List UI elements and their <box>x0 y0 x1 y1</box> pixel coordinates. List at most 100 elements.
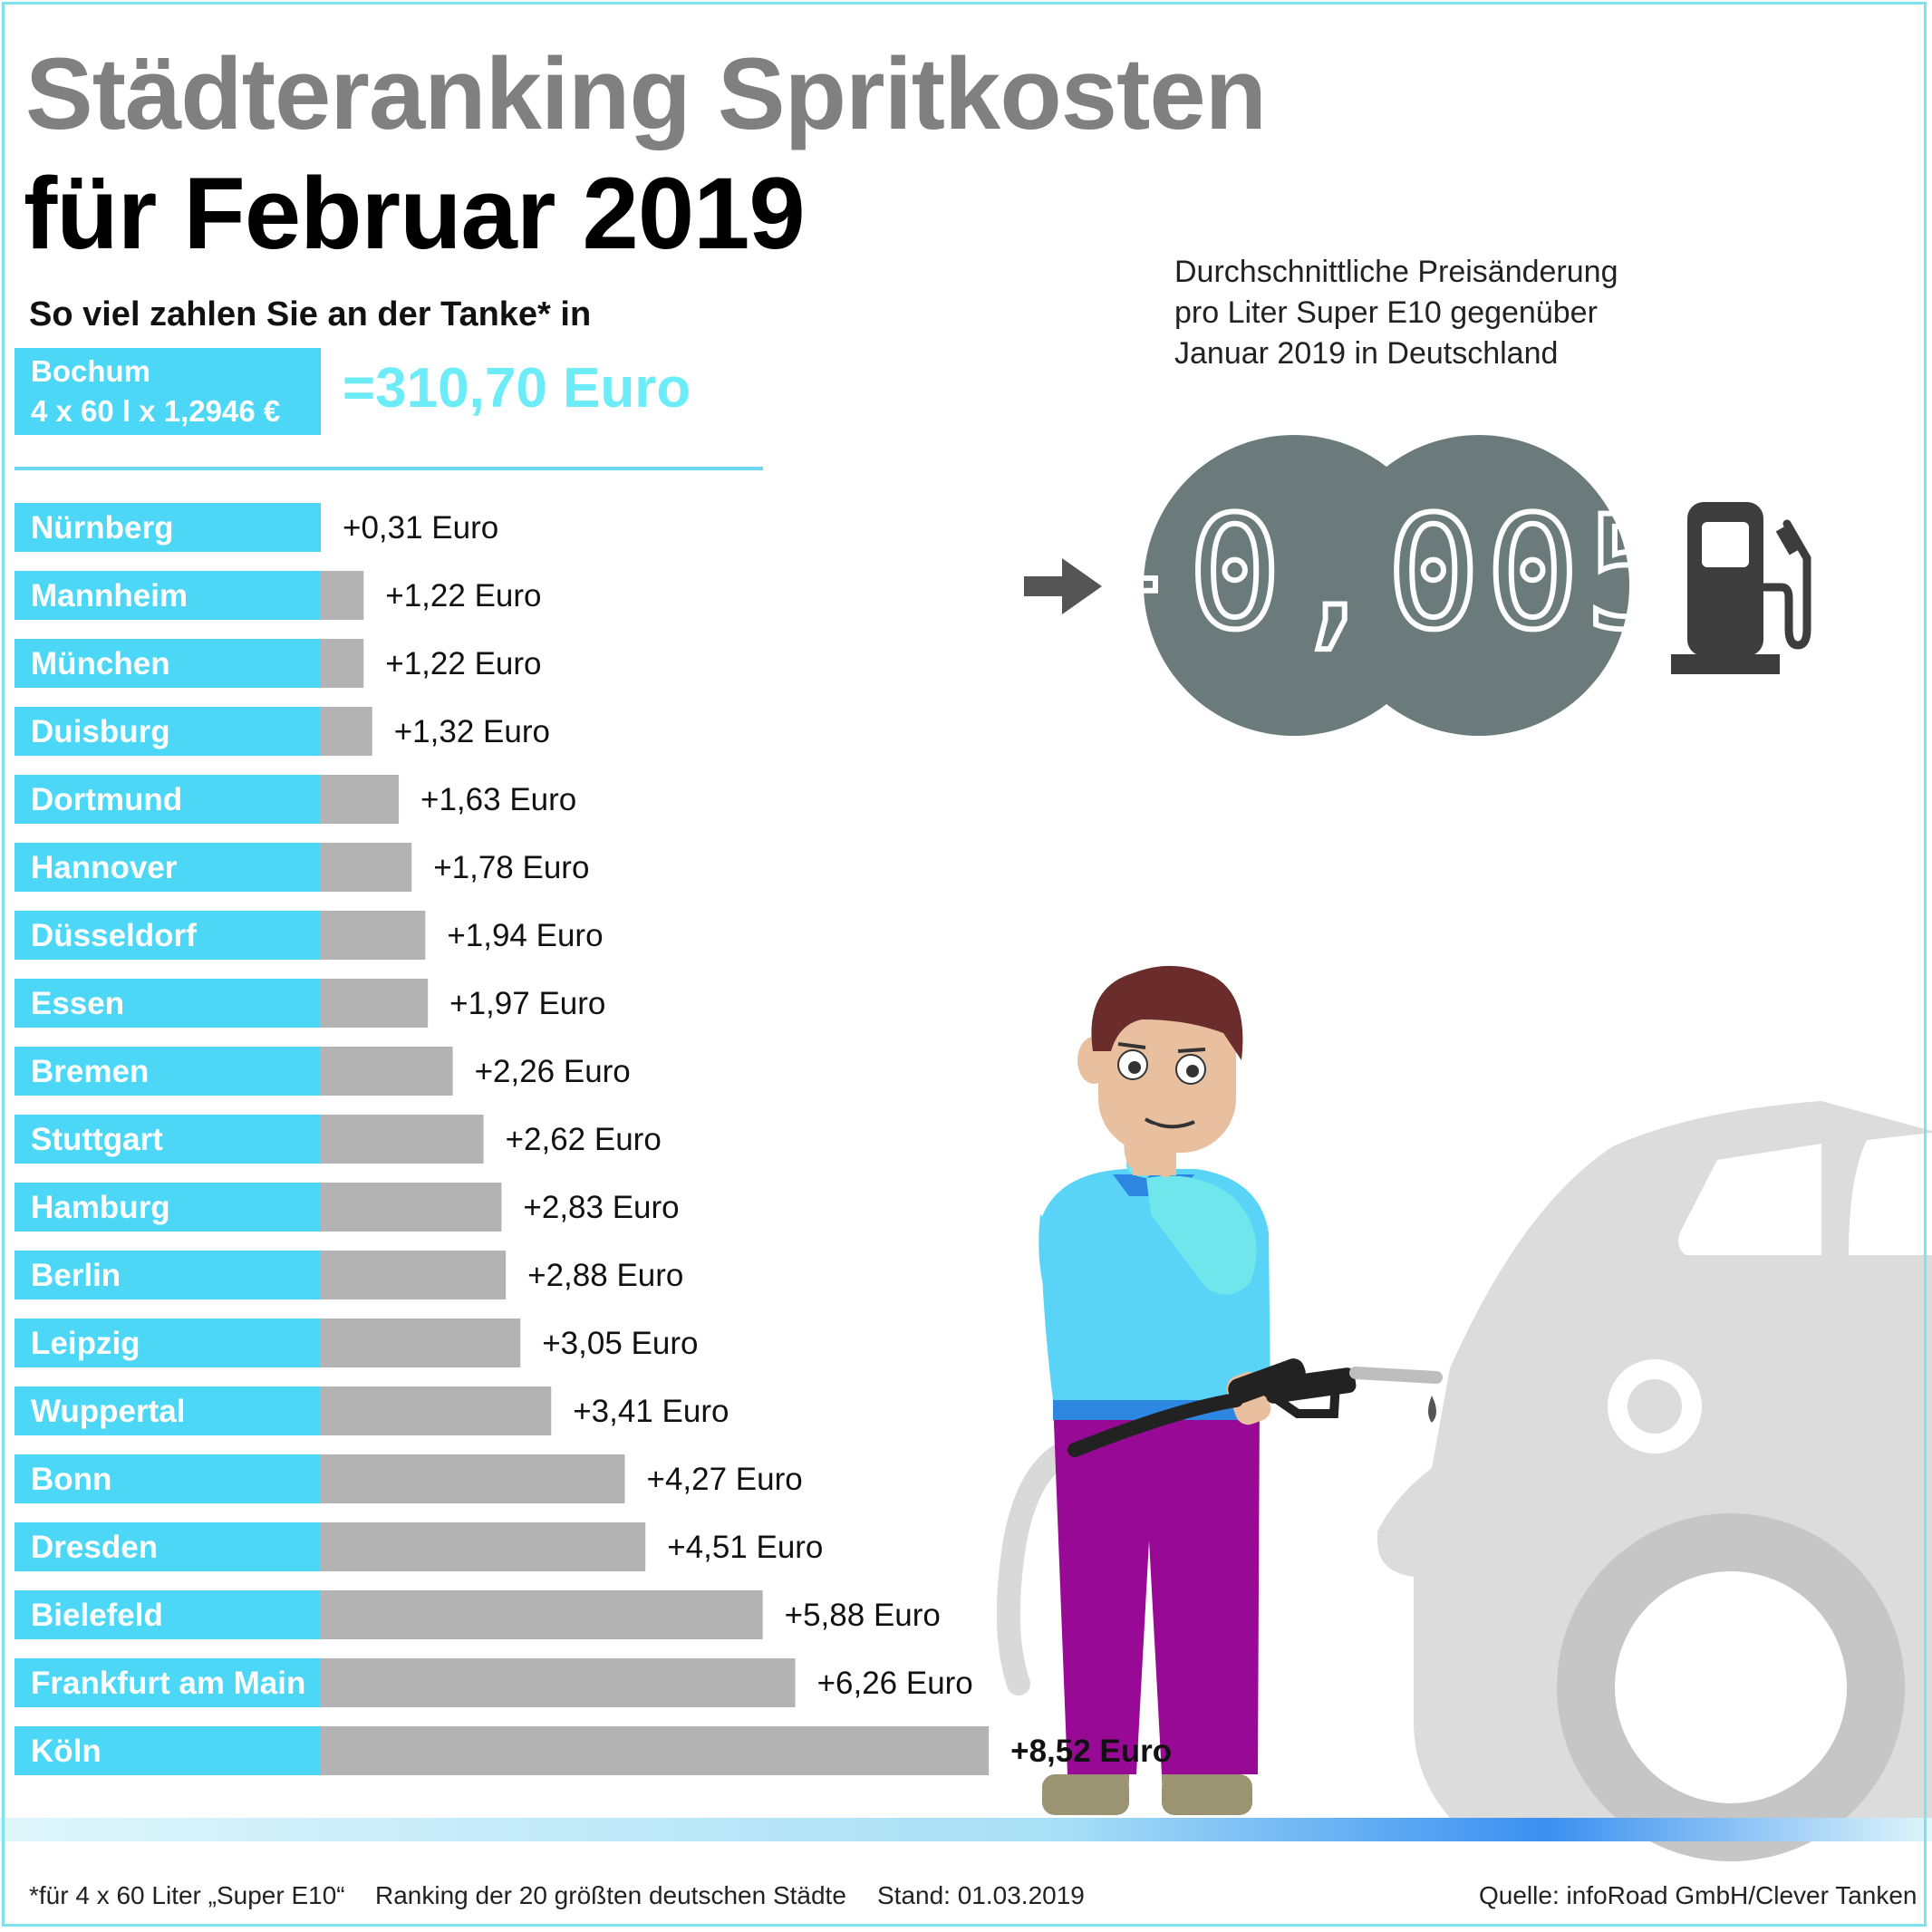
city-label-7: Essen <box>31 986 124 1021</box>
arrow-right-icon <box>1024 558 1102 614</box>
bar-13 <box>321 1386 552 1435</box>
city-label-1: Mannheim <box>31 578 188 613</box>
city-label-box-16 <box>14 1590 321 1639</box>
value-label-6: +1,94 Euro <box>447 918 603 953</box>
value-label-0: +0,31 Euro <box>343 510 498 546</box>
city-label-box-8 <box>14 1047 321 1096</box>
city-label-8: Bremen <box>31 1054 149 1089</box>
bar-6 <box>321 911 426 960</box>
title-line-2: für Februar 2019 <box>24 157 806 270</box>
city-label-box-10 <box>14 1183 321 1232</box>
price-change-caption-line-2: pro Liter Super E10 gegenüber <box>1174 295 1598 330</box>
city-label-box-14 <box>14 1454 321 1503</box>
bar-8 <box>321 1047 453 1096</box>
city-label-15: Dresden <box>31 1530 158 1565</box>
city-label-16: Bielefeld <box>31 1598 163 1633</box>
reference-city-box: Bochum 4 x 60 l x 1,2946 € <box>14 348 321 435</box>
city-label-17: Frankfurt am Main <box>31 1666 305 1701</box>
ranking-note: Ranking der 20 größten deutschen Städte <box>375 1881 846 1909</box>
city-label-12: Leipzig <box>31 1326 140 1361</box>
city-label-box-4 <box>14 775 321 824</box>
reference-city: Bochum <box>31 354 150 388</box>
city-label-0: Nürnberg <box>31 510 174 546</box>
city-label-5: Hannover <box>31 850 178 885</box>
city-label-box-12 <box>14 1319 321 1367</box>
price-change-caption: Durchschnittliche Preisänderung pro Lite… <box>1174 252 1618 374</box>
bar-7 <box>321 979 429 1028</box>
bar-5 <box>321 843 412 892</box>
bar-18 <box>321 1726 990 1775</box>
value-label-18: +8,52 Euro <box>1010 1734 1172 1769</box>
city-label-box-2 <box>14 639 321 688</box>
value-label-5: +1,78 Euro <box>433 850 589 885</box>
city-cost-chart: Nürnberg +0,31 Euro Mannheim +1,22 Euro Münc… <box>14 503 1172 1775</box>
city-label-box-3 <box>14 707 321 756</box>
value-label-7: +1,97 Euro <box>449 986 605 1021</box>
bar-15 <box>321 1522 646 1571</box>
value-label-13: +3,41 Euro <box>573 1394 729 1429</box>
value-label-9: +2,62 Euro <box>506 1122 662 1157</box>
bar-14 <box>321 1454 625 1503</box>
subtitle: So viel zahlen Sie an der Tanke* in <box>29 295 592 333</box>
value-label-3: +1,32 Euro <box>394 714 550 749</box>
value-label-15: +4,51 Euro <box>667 1530 823 1565</box>
value-label-10: +2,83 Euro <box>523 1190 679 1225</box>
reference-formula: 4 x 60 l x 1,2946 € <box>31 394 281 428</box>
city-label-14: Bonn <box>31 1462 111 1497</box>
bar-9 <box>321 1115 484 1164</box>
city-label-box-9 <box>14 1115 321 1164</box>
value-label-2: +1,22 Euro <box>385 646 541 681</box>
price-display: -0,005 <box>1086 435 1684 736</box>
value-label-17: +6,26 Euro <box>817 1666 973 1701</box>
source-note: Quelle: infoRoad GmbH/Clever Tanken <box>1479 1881 1918 1909</box>
bottom-band <box>0 1818 1932 1841</box>
date-note: Stand: 01.03.2019 <box>877 1881 1085 1909</box>
city-label-10: Hamburg <box>31 1190 170 1225</box>
city-label-4: Dortmund <box>31 782 182 817</box>
bar-4 <box>321 775 400 824</box>
city-label-box-1 <box>14 571 321 620</box>
price-change-value: -0,005 <box>1088 482 1684 664</box>
car-silhouette <box>1377 1101 1932 1861</box>
city-label-13: Wuppertal <box>31 1394 185 1429</box>
city-label-9: Stuttgart <box>31 1122 163 1157</box>
footnote: *für 4 x 60 Liter „Super E10“ <box>29 1881 345 1909</box>
title-line-1: Städteranking Spritkosten <box>25 37 1267 150</box>
bar-17 <box>321 1658 796 1707</box>
city-label-box-6 <box>14 911 321 960</box>
city-label-box-18 <box>14 1726 321 1775</box>
bar-10 <box>321 1183 502 1232</box>
city-label-box-15 <box>14 1522 321 1571</box>
value-label-11: +2,88 Euro <box>527 1258 683 1293</box>
price-change-caption-line-1: Durchschnittliche Preisänderung <box>1174 255 1618 289</box>
person-figure <box>996 965 1443 1815</box>
city-label-11: Berlin <box>31 1258 121 1293</box>
value-label-16: +5,88 Euro <box>785 1598 941 1633</box>
city-label-18: Köln <box>31 1734 101 1769</box>
bar-3 <box>321 707 372 756</box>
bar-2 <box>321 639 364 688</box>
reference-total: =310,70 Euro <box>343 357 691 420</box>
bar-16 <box>321 1590 763 1639</box>
value-label-14: +4,27 Euro <box>647 1462 803 1497</box>
fuel-pump-icon <box>1671 502 1811 674</box>
city-label-box-13 <box>14 1386 321 1435</box>
price-change-caption-line-3: Januar 2019 in Deutschland <box>1174 336 1559 371</box>
city-label-box-5 <box>14 843 321 892</box>
value-label-12: +3,05 Euro <box>542 1326 698 1361</box>
bar-12 <box>321 1319 521 1367</box>
value-label-4: +1,63 Euro <box>420 782 576 817</box>
city-label-2: München <box>31 646 170 681</box>
city-label-box-7 <box>14 979 321 1028</box>
city-label-3: Duisburg <box>31 714 170 749</box>
city-label-box-11 <box>14 1251 321 1299</box>
value-label-8: +2,26 Euro <box>475 1054 631 1089</box>
bar-11 <box>321 1251 507 1299</box>
city-label-box-17 <box>14 1658 321 1707</box>
divider <box>14 467 763 470</box>
value-label-1: +1,22 Euro <box>385 578 541 613</box>
city-label-box-0 <box>14 503 321 552</box>
bar-1 <box>321 571 364 620</box>
